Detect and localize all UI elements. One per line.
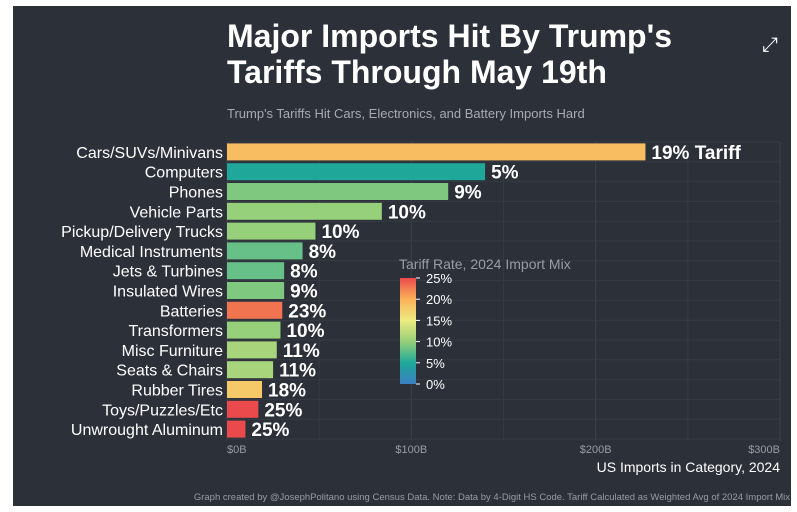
category-label: Unwrought Aluminum bbox=[71, 422, 223, 439]
data-label: 8% bbox=[309, 242, 337, 263]
data-label: 9% bbox=[454, 183, 482, 204]
category-label: Seats & Chairs bbox=[116, 363, 223, 380]
data-label: 19% Tariff bbox=[651, 143, 741, 164]
data-label: 10% bbox=[286, 321, 324, 342]
category-label: Phones bbox=[169, 185, 223, 202]
category-labels: Cars/SUVs/Minivans Computers Phones Vehicle… bbox=[61, 145, 223, 439]
category-label: Rubber Tires bbox=[131, 383, 223, 400]
bar bbox=[227, 262, 285, 280]
data-label: 9% bbox=[290, 282, 318, 303]
x-axis-ticks: $0B $100B $200B $300B bbox=[227, 444, 780, 456]
data-label: 23% bbox=[288, 301, 326, 322]
data-label: 25% bbox=[251, 420, 289, 441]
category-label: Batteries bbox=[160, 303, 223, 320]
bar bbox=[227, 381, 263, 398]
category-label: Cars/SUVs/Minivans bbox=[76, 145, 223, 162]
bar bbox=[227, 202, 382, 220]
legend-tick-label: 5% bbox=[426, 356, 445, 371]
x-tick-label: $0B bbox=[227, 444, 247, 456]
source-note: Graph created by @JosephPolitano using C… bbox=[193, 492, 790, 503]
data-label: 11% bbox=[283, 341, 320, 362]
chart-panel: Cars/SUVs/Minivans Computers Phones Vehicle… bbox=[13, 6, 791, 506]
bar bbox=[227, 163, 486, 181]
bar-chart: Cars/SUVs/Minivans Computers Phones Vehicle… bbox=[61, 141, 781, 475]
bar bbox=[227, 282, 285, 299]
bar bbox=[227, 400, 259, 418]
x-tick-label: $100B bbox=[395, 444, 427, 456]
category-label: Toys/Puzzles/Etc bbox=[102, 402, 223, 419]
data-label: 10% bbox=[321, 222, 359, 243]
x-tick-label: $300B bbox=[748, 444, 780, 456]
bar bbox=[227, 361, 274, 379]
bar bbox=[227, 341, 277, 359]
bar bbox=[227, 222, 316, 240]
x-axis-label: US Imports in Category, 2024 bbox=[597, 459, 781, 475]
chart-title: Major Imports Hit By Trump's Tariffs Thr… bbox=[227, 18, 672, 90]
legend-title: Tariff Rate, 2024 Import Mix bbox=[399, 256, 571, 272]
category-label: Medical Instruments bbox=[80, 244, 223, 261]
legend-tick-label: 25% bbox=[426, 271, 452, 286]
bars bbox=[227, 143, 646, 438]
data-label: 18% bbox=[268, 381, 306, 402]
expand-icon[interactable]: ⤢ bbox=[762, 34, 778, 56]
category-label: Transformers bbox=[128, 323, 223, 340]
data-label: 5% bbox=[491, 163, 519, 184]
legend-tick-label: 0% bbox=[426, 377, 445, 392]
category-label: Computers bbox=[145, 165, 223, 182]
category-label: Insulated Wires bbox=[113, 284, 223, 301]
legend-tick-label: 15% bbox=[426, 313, 452, 328]
category-label: Pickup/Delivery Trucks bbox=[61, 224, 223, 241]
x-tick-label: $200B bbox=[580, 444, 612, 456]
category-label: Misc Furniture bbox=[122, 343, 223, 360]
legend-tick-label: 20% bbox=[426, 292, 452, 307]
bar bbox=[227, 420, 246, 438]
category-label: Vehicle Parts bbox=[130, 204, 223, 221]
category-label: Jets & Turbines bbox=[113, 264, 223, 281]
legend: Tariff Rate, 2024 Import Mix 25% 20% 15% 10… bbox=[399, 256, 571, 392]
data-label: 25% bbox=[264, 400, 302, 421]
bar bbox=[227, 301, 283, 319]
data-label: 11% bbox=[279, 361, 316, 382]
data-label: 10% bbox=[388, 202, 426, 223]
legend-tick-label: 10% bbox=[426, 335, 452, 350]
bar bbox=[227, 242, 303, 260]
legend-colorbar bbox=[400, 278, 416, 384]
data-label: 8% bbox=[290, 262, 318, 283]
gridlines bbox=[226, 141, 781, 441]
bar bbox=[227, 183, 449, 200]
bar bbox=[227, 143, 646, 161]
legend-ticks: 25% 20% 15% 10% 5% 0% bbox=[416, 271, 452, 392]
bar bbox=[227, 321, 281, 339]
value-labels: 19% Tariff5%9%10%10%8%8%9%23%10%11%11%18… bbox=[251, 143, 741, 441]
chart-subtitle: Trump's Tariffs Hit Cars, Electronics, a… bbox=[227, 106, 585, 121]
